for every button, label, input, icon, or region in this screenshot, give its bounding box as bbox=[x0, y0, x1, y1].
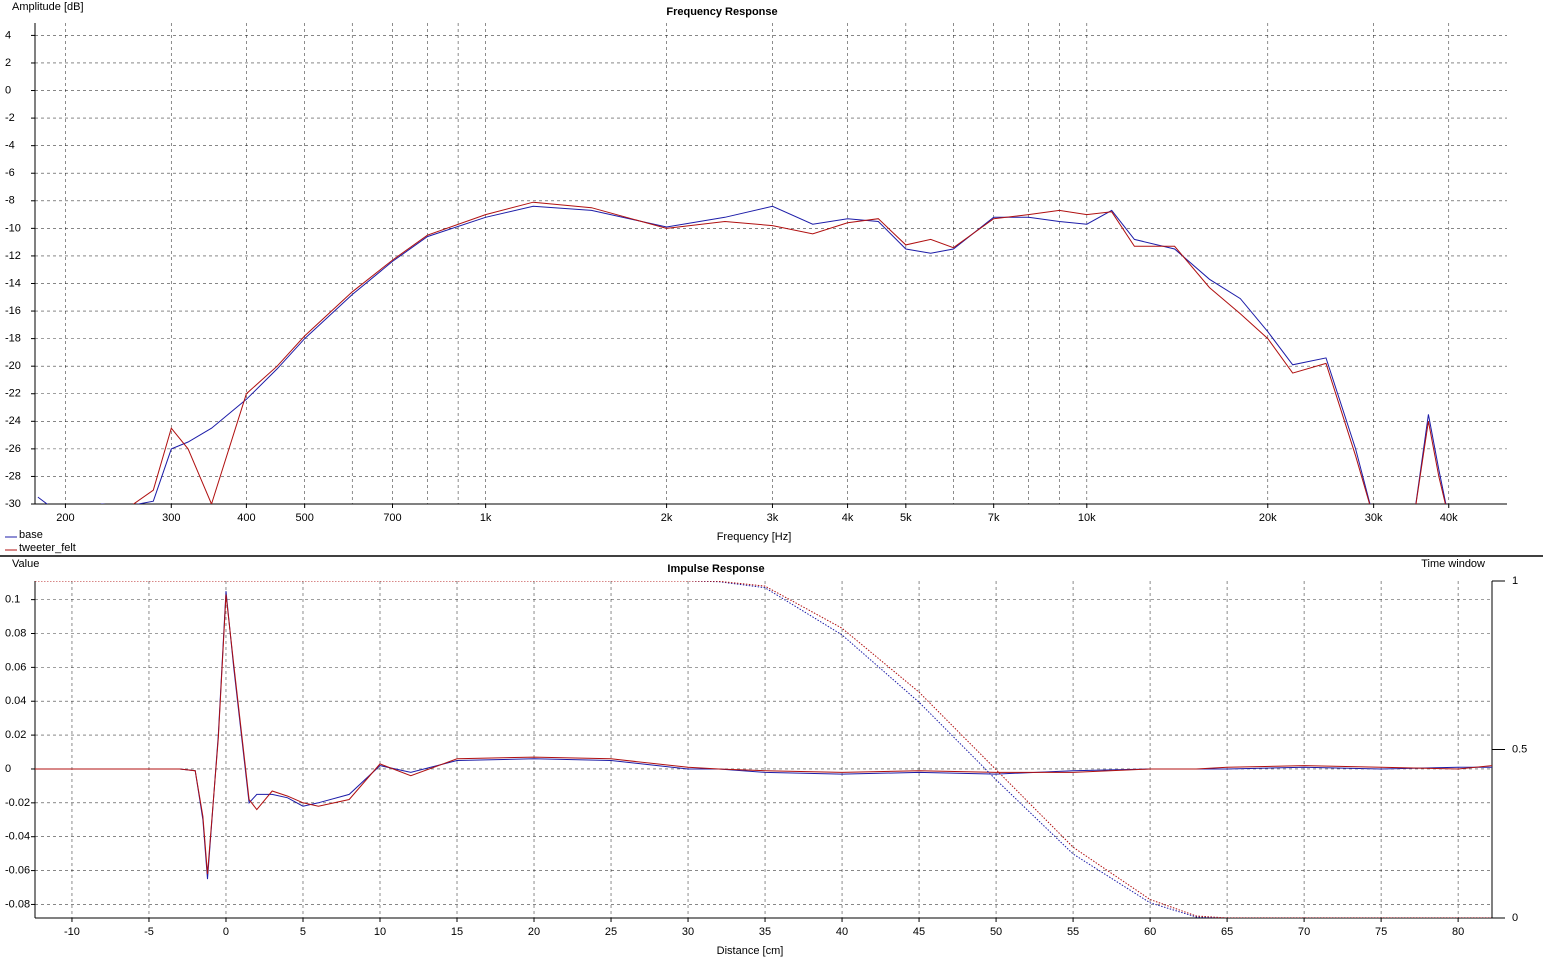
y-tick-label: 2 bbox=[5, 57, 11, 69]
y-tick-label: -12 bbox=[5, 250, 21, 262]
y-tick-label: -10 bbox=[5, 222, 21, 234]
y-tick-label: -2 bbox=[5, 112, 15, 124]
x-tick-label: 2k bbox=[661, 512, 673, 524]
x-tick-label: 4k bbox=[842, 512, 854, 524]
y2-tick-label: 0 bbox=[1512, 912, 1518, 924]
chart-title: Frequency Response bbox=[666, 6, 777, 18]
x-tick-label: 20 bbox=[528, 926, 540, 938]
x-tick-label: 400 bbox=[237, 512, 255, 524]
x-tick-label: 80 bbox=[1452, 926, 1464, 938]
y2-tick-label: 0.5 bbox=[1512, 743, 1527, 755]
y-tick-label: -0.06 bbox=[5, 864, 30, 876]
x-tick-label: 50 bbox=[990, 926, 1002, 938]
x-tick-label: 30k bbox=[1365, 512, 1383, 524]
y-tick-label: -30 bbox=[5, 498, 21, 510]
y-tick-label: 0.04 bbox=[5, 695, 26, 707]
x-tick-label: 10k bbox=[1078, 512, 1096, 524]
chart-title: Impulse Response bbox=[667, 563, 764, 575]
y-tick-label: 4 bbox=[5, 29, 11, 41]
y-tick-label: 0.08 bbox=[5, 627, 26, 639]
x-tick-label: 70 bbox=[1298, 926, 1310, 938]
x-tick-label: 65 bbox=[1221, 926, 1233, 938]
y-tick-label: -24 bbox=[5, 415, 21, 427]
y-tick-label: -0.04 bbox=[5, 831, 30, 843]
x-tick-label: 15 bbox=[451, 926, 463, 938]
x-tick-label: 10 bbox=[374, 926, 386, 938]
x-tick-label: 7k bbox=[988, 512, 1000, 524]
x-tick-label: -10 bbox=[64, 926, 80, 938]
y-tick-label: -20 bbox=[5, 360, 21, 372]
x-tick-label: 1k bbox=[480, 512, 492, 524]
y-axis-label: Value bbox=[12, 558, 39, 570]
series-line bbox=[37, 205, 1447, 504]
y-tick-label: -14 bbox=[5, 277, 21, 289]
x-tick-label: 60 bbox=[1144, 926, 1156, 938]
x-tick-label: 40 bbox=[836, 926, 848, 938]
x-tick-label: 55 bbox=[1067, 926, 1079, 938]
y-tick-label: 0.02 bbox=[5, 729, 26, 741]
x-tick-label: 500 bbox=[295, 512, 313, 524]
x-tick-label: 0 bbox=[223, 926, 229, 938]
x-tick-label: 5 bbox=[300, 926, 306, 938]
y2-tick-label: 1 bbox=[1512, 575, 1518, 587]
y-tick-label: -0.02 bbox=[5, 797, 30, 809]
x-tick-label: 75 bbox=[1375, 926, 1387, 938]
x-tick-label: 300 bbox=[162, 512, 180, 524]
legend-label: tweeter_felt bbox=[19, 542, 76, 554]
x-tick-label: 25 bbox=[605, 926, 617, 938]
x-tick-label: 5k bbox=[900, 512, 912, 524]
y-tick-label: -18 bbox=[5, 333, 21, 345]
legend-label: base bbox=[19, 529, 43, 541]
x-tick-label: 200 bbox=[56, 512, 74, 524]
window-line bbox=[35, 581, 1492, 918]
y-tick-label: -8 bbox=[5, 195, 15, 207]
x-tick-label: -5 bbox=[144, 926, 154, 938]
y-tick-label: 0 bbox=[5, 763, 11, 775]
y-tick-label: -22 bbox=[5, 388, 21, 400]
x-tick-label: 20k bbox=[1259, 512, 1277, 524]
x-tick-label: 45 bbox=[913, 926, 925, 938]
x-tick-label: 3k bbox=[767, 512, 779, 524]
y-tick-label: 0 bbox=[5, 84, 11, 96]
y-tick-label: -26 bbox=[5, 443, 21, 455]
x-axis-label: Distance [cm] bbox=[717, 945, 784, 957]
y-tick-label: -0.08 bbox=[5, 898, 30, 910]
y-tick-label: -28 bbox=[5, 470, 21, 482]
x-tick-label: 30 bbox=[682, 926, 694, 938]
x-tick-label: 35 bbox=[759, 926, 771, 938]
y-tick-label: -6 bbox=[5, 167, 15, 179]
y2-axis-label: Time window bbox=[1421, 558, 1485, 570]
series-line bbox=[132, 201, 1446, 504]
y-tick-label: -16 bbox=[5, 305, 21, 317]
x-axis-label: Frequency [Hz] bbox=[717, 531, 792, 543]
y-tick-label: 0.1 bbox=[5, 594, 20, 606]
y-tick-label: -4 bbox=[5, 140, 15, 152]
y-axis-label: Amplitude [dB] bbox=[12, 1, 84, 13]
series-line bbox=[35, 594, 1492, 875]
x-tick-label: 700 bbox=[383, 512, 401, 524]
y-tick-label: 0.06 bbox=[5, 661, 26, 673]
x-tick-label: 40k bbox=[1440, 512, 1458, 524]
